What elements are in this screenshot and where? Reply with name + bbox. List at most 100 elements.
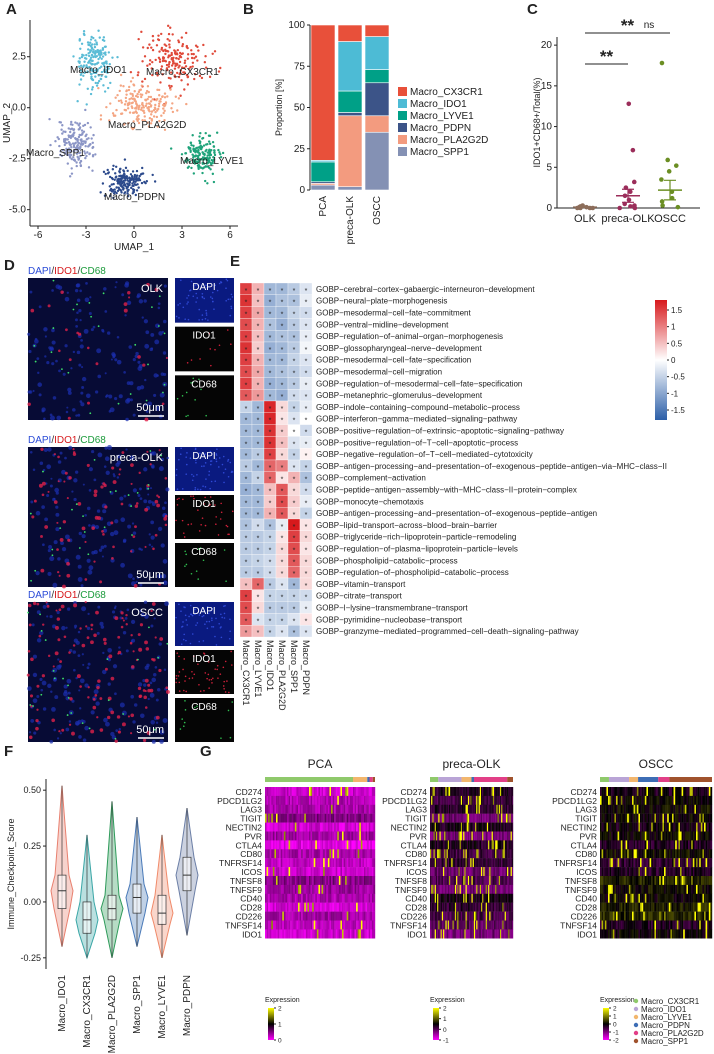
expression-cell [367, 858, 369, 868]
expression-cell [276, 831, 278, 841]
cell-mark: * [305, 583, 308, 590]
expression-cell [364, 787, 366, 797]
expression-cell [447, 822, 450, 832]
umap-cell [163, 96, 167, 99]
expression-cell [268, 929, 270, 939]
nucleus [87, 662, 91, 666]
expression-cell [464, 795, 466, 805]
expression-cell [452, 795, 454, 805]
ido1-signal [27, 402, 31, 406]
expression-cell [458, 867, 460, 877]
nucleus [163, 668, 167, 671]
expression-cell [320, 858, 322, 868]
expression-cell [370, 858, 373, 868]
cd68-signal [52, 279, 55, 282]
ido1-signal [40, 568, 45, 573]
expression-cell [473, 813, 476, 823]
expression-cell [277, 795, 280, 805]
ido1-signal [59, 537, 64, 542]
expression-cell [460, 876, 463, 886]
umap-cell [166, 68, 169, 72]
cell-mark: * [305, 323, 308, 330]
expression-cell [327, 893, 330, 903]
expression-cell [277, 787, 280, 797]
expression-cell [494, 795, 496, 805]
umap-cell [134, 107, 137, 110]
nucleus [138, 299, 144, 304]
expression-cell [301, 884, 303, 894]
expression-cell [439, 893, 441, 903]
cell-mark: * [257, 559, 260, 566]
expression-cell [315, 840, 318, 850]
nucleus [138, 547, 142, 551]
expression-cell [489, 787, 491, 797]
umap-cell [124, 166, 128, 170]
expression-cell [430, 858, 432, 868]
expression-cell [458, 893, 460, 903]
expression-cell [269, 929, 272, 939]
panel-label: B [243, 1, 254, 18]
umap-cell [111, 112, 115, 115]
ido1-signal [64, 471, 68, 475]
expression-cell [351, 902, 354, 912]
expression-cell [466, 893, 469, 903]
expression-cell [503, 831, 505, 841]
umap-cell [136, 73, 140, 77]
umap-cell [189, 65, 192, 69]
umap-cell [102, 170, 106, 174]
expression-cell [457, 902, 459, 912]
expression-cell [460, 893, 463, 903]
expression-cell [479, 804, 482, 814]
expression-cell [501, 849, 503, 859]
expression-cell [265, 902, 267, 912]
expression-cell [433, 795, 435, 805]
channel-signal [195, 301, 197, 303]
expression-cell [503, 849, 505, 859]
nucleus [157, 526, 163, 532]
cell-mark: * [305, 453, 308, 460]
channel-signal [225, 278, 228, 281]
umap-cell [159, 81, 162, 84]
channel-signal [181, 488, 184, 490]
expression-cell [479, 822, 482, 832]
expression-cell [460, 813, 463, 823]
ido1-signal [66, 573, 71, 578]
expression-cell [433, 876, 435, 886]
ido1-signal [138, 647, 143, 652]
expression-cell [265, 929, 267, 939]
ido1-signal [165, 686, 169, 690]
expression-cell [305, 929, 308, 939]
nucleus [132, 413, 136, 417]
channel-signal [231, 510, 234, 513]
ido1-signal [93, 560, 96, 563]
channel-signal [197, 578, 200, 580]
expression-cell [329, 840, 332, 850]
cell-mark: * [293, 453, 296, 460]
expression-cell [509, 813, 511, 823]
expression-cell [276, 822, 278, 832]
box [107, 894, 117, 921]
expression-cell [310, 787, 313, 797]
umap-cell [102, 84, 105, 87]
expression-cell [268, 822, 270, 832]
expression-cell [266, 920, 269, 930]
nucleus [141, 316, 144, 319]
umap-cell [146, 106, 149, 110]
expression-cell [346, 795, 349, 805]
expression-cell [268, 911, 270, 921]
expression-cell [485, 831, 488, 841]
expression-cell [324, 902, 327, 912]
umap-cell [108, 62, 111, 66]
expression-cell [348, 804, 351, 814]
expression-cell [313, 840, 316, 850]
ido1-signal [69, 697, 73, 701]
nucleus [151, 501, 154, 504]
umap-cell [166, 24, 170, 28]
expression-cell [285, 911, 288, 921]
expression-cell [451, 787, 453, 797]
legend-label: Macro_LYVE1 [410, 111, 474, 122]
ido1-signal [102, 637, 107, 642]
nucleus [129, 381, 134, 386]
ido1-signal [47, 490, 50, 493]
channel-signal [215, 460, 218, 463]
